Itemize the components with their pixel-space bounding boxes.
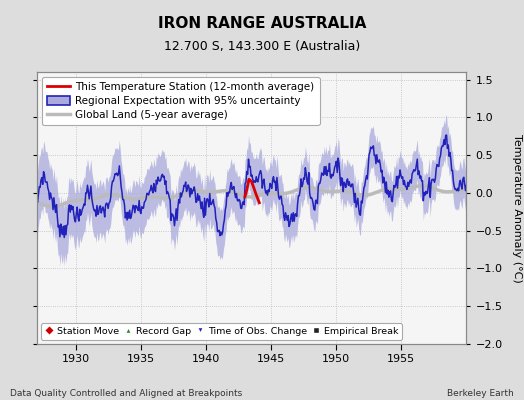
Text: Berkeley Earth: Berkeley Earth (447, 389, 514, 398)
Y-axis label: Temperature Anomaly (°C): Temperature Anomaly (°C) (512, 134, 522, 282)
Text: Data Quality Controlled and Aligned at Breakpoints: Data Quality Controlled and Aligned at B… (10, 389, 243, 398)
Legend: Station Move, Record Gap, Time of Obs. Change, Empirical Break: Station Move, Record Gap, Time of Obs. C… (41, 323, 402, 340)
Text: 12.700 S, 143.300 E (Australia): 12.700 S, 143.300 E (Australia) (164, 40, 360, 53)
Text: IRON RANGE AUSTRALIA: IRON RANGE AUSTRALIA (158, 16, 366, 31)
